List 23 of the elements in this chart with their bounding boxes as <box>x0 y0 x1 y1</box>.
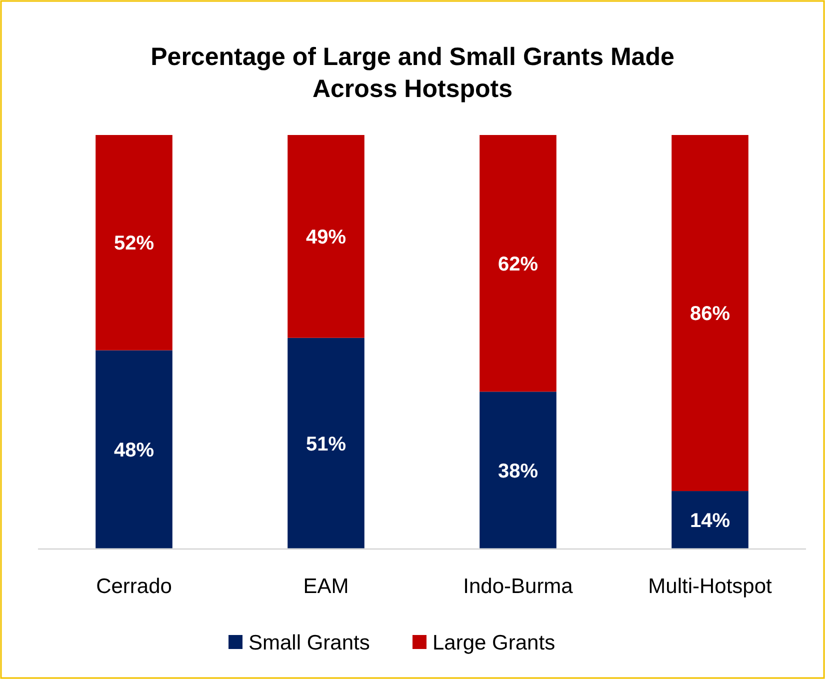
x-tick-label: Cerrado <box>96 575 172 598</box>
x-tick-label: Multi-Hotspot <box>648 575 772 598</box>
data-label: 48% <box>114 440 154 462</box>
bar <box>288 135 364 338</box>
bar <box>672 135 748 492</box>
data-label: 49% <box>306 226 346 248</box>
data-label: 86% <box>690 303 730 326</box>
legend-label: Large Grants <box>432 631 556 654</box>
bar <box>96 135 172 350</box>
chart-title: Percentage of Large and Small Grants Made Across Hotspots <box>150 42 674 103</box>
bar <box>480 392 556 549</box>
x-tick-label: Indo-Burma <box>463 575 574 598</box>
bar <box>480 135 556 392</box>
bar <box>96 350 172 549</box>
legend-label: Small Grants <box>248 631 370 654</box>
data-label: 62% <box>498 253 538 276</box>
data-label: 51% <box>306 433 346 456</box>
x-tick-label: EAM <box>303 575 349 598</box>
bar <box>672 491 748 549</box>
data-label: 14% <box>690 510 730 532</box>
data-label: 38% <box>498 460 538 482</box>
bar <box>288 338 364 549</box>
data-label: 52% <box>114 232 154 255</box>
